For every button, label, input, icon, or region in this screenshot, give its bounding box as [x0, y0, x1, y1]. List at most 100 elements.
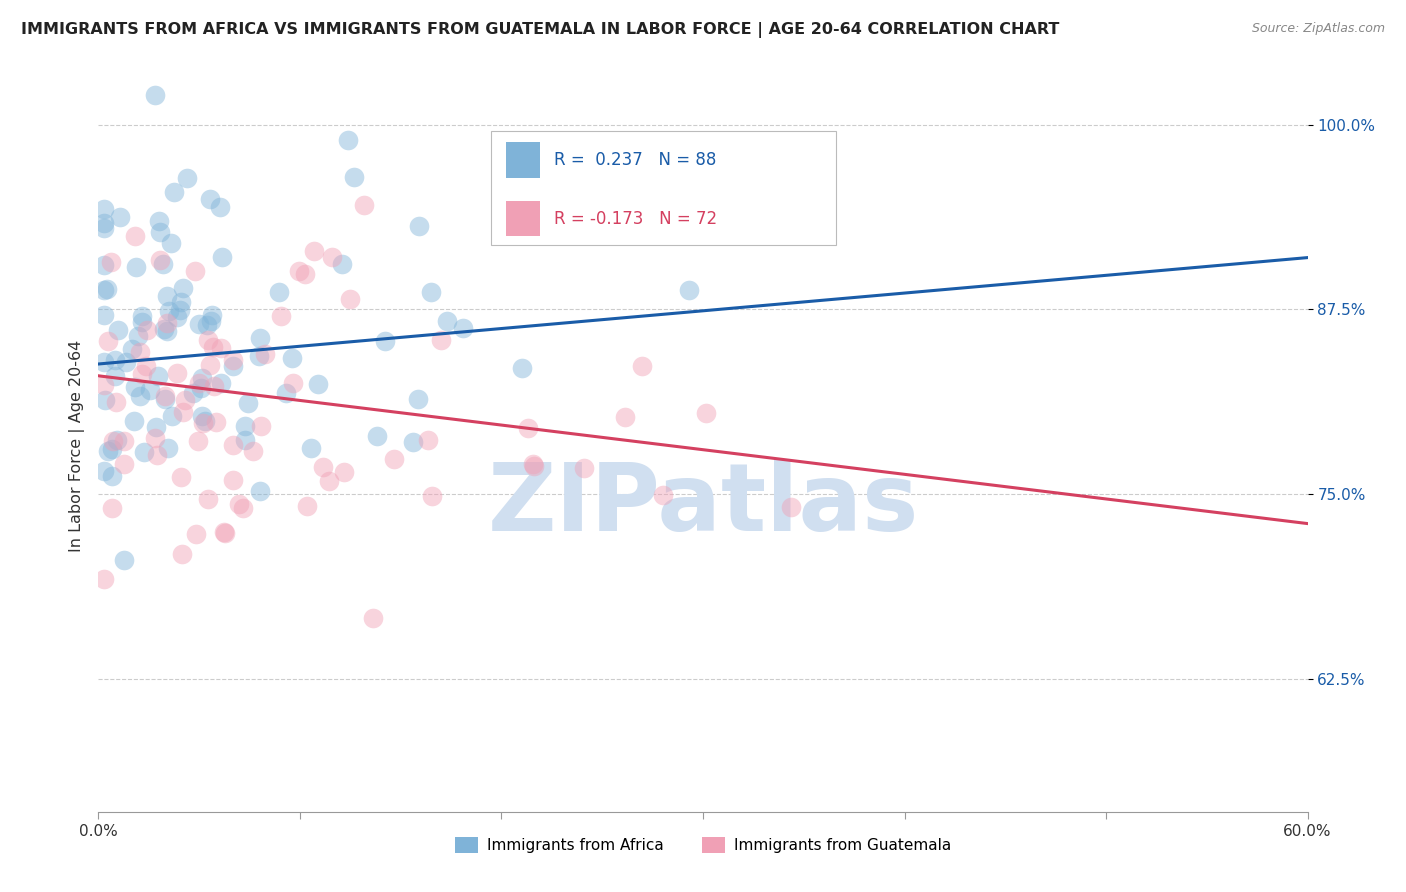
Point [651, 488, 673, 502]
Point [422, 489, 444, 503]
Point [197, 334, 219, 348]
Point [146, 368, 169, 383]
Point [169, 295, 191, 310]
Point [163, 185, 186, 199]
Point [135, 359, 157, 374]
Point [276, 385, 298, 400]
Point [103, 369, 125, 384]
Point [146, 448, 169, 462]
Point [100, 254, 122, 268]
Point [172, 281, 194, 295]
Point [93, 202, 115, 216]
Point [402, 434, 425, 449]
Point [436, 314, 458, 328]
Point [124, 380, 146, 394]
Point [307, 376, 329, 391]
Point [451, 321, 474, 335]
Point [222, 438, 245, 452]
Point [149, 252, 172, 267]
Point [176, 170, 198, 185]
Point [124, 414, 146, 428]
Point [169, 302, 191, 317]
Point [190, 370, 212, 384]
Text: R =  0.237   N = 88: R = 0.237 N = 88 [554, 151, 717, 169]
Point [294, 268, 316, 282]
Point [366, 429, 388, 443]
Bar [506, 201, 540, 236]
Point [250, 418, 273, 433]
Point [522, 457, 544, 471]
Point [311, 459, 333, 474]
Point [214, 526, 236, 541]
Point [153, 322, 176, 336]
Point [157, 303, 180, 318]
Point [336, 132, 359, 146]
Point [187, 434, 209, 448]
Point [200, 192, 222, 206]
Point [343, 169, 366, 184]
Point [247, 349, 270, 363]
Point [222, 473, 245, 487]
Point [152, 257, 174, 271]
Point [97, 334, 120, 348]
Point [184, 264, 207, 278]
Point [631, 359, 654, 374]
Point [517, 421, 540, 435]
Point [145, 420, 167, 434]
Point [209, 376, 232, 391]
Point [510, 361, 533, 376]
Point [170, 470, 193, 484]
Point [131, 315, 153, 329]
Point [93, 283, 115, 297]
Point [429, 333, 451, 347]
Point [198, 359, 221, 373]
Point [101, 500, 124, 515]
Point [280, 351, 302, 365]
Point [678, 283, 700, 297]
Point [125, 260, 148, 274]
Point [93, 393, 115, 408]
Point [270, 309, 292, 323]
Point [93, 216, 115, 230]
Point [572, 461, 595, 475]
Point [93, 258, 115, 272]
Point [318, 474, 340, 488]
Point [418, 433, 440, 447]
Point [139, 383, 162, 397]
Text: IMMIGRANTS FROM AFRICA VS IMMIGRANTS FROM GUATEMALA IN LABOR FORCE | AGE 20-64 C: IMMIGRANTS FROM AFRICA VS IMMIGRANTS FRO… [21, 22, 1060, 38]
Point [93, 572, 115, 586]
Point [242, 444, 264, 458]
Point [112, 552, 135, 566]
Point [148, 214, 170, 228]
Point [523, 458, 546, 473]
Point [200, 314, 222, 328]
Point [184, 527, 207, 541]
Point [166, 310, 188, 324]
Point [156, 289, 179, 303]
Point [211, 250, 233, 264]
Point [212, 524, 235, 539]
Point [205, 415, 228, 429]
Point [129, 345, 152, 359]
Point [221, 352, 243, 367]
Point [160, 409, 183, 423]
Point [695, 406, 717, 420]
Point [233, 433, 256, 447]
Point [112, 434, 135, 448]
Point [112, 457, 135, 471]
Point [202, 379, 225, 393]
Point [143, 88, 166, 103]
Point [104, 353, 127, 368]
Point [101, 442, 124, 456]
Point [127, 329, 149, 343]
Point [108, 210, 131, 224]
Point [228, 497, 250, 511]
Point [191, 416, 214, 430]
Point [232, 500, 254, 515]
Point [93, 221, 115, 235]
Point [779, 500, 801, 514]
Point [115, 354, 138, 368]
Point [174, 393, 197, 408]
Point [295, 500, 318, 514]
Point [166, 366, 188, 380]
